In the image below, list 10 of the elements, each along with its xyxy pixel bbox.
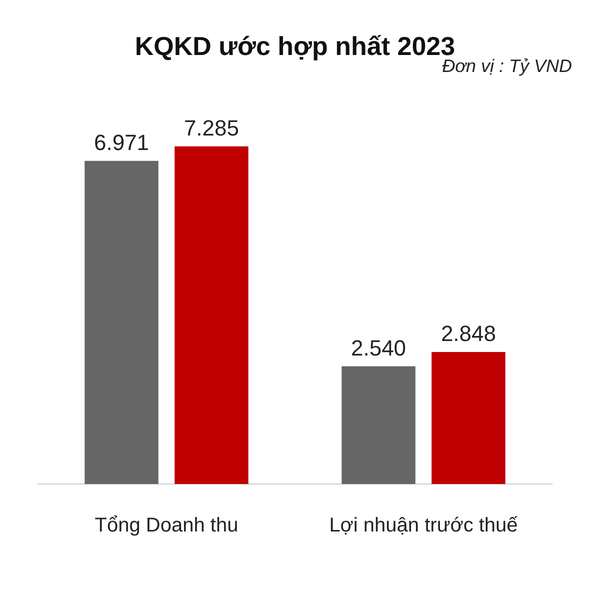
data-label: 2.540 [350, 335, 406, 360]
x-tick-label: Lợi nhuận trước thuế [329, 514, 518, 537]
bar [432, 352, 506, 484]
data-label: 7.285 [184, 115, 240, 140]
x-tick-label: Tổng Doanh thu [94, 514, 238, 537]
bar [84, 160, 158, 484]
bar [174, 146, 248, 484]
bar [342, 366, 416, 484]
data-label: 6.971 [94, 130, 150, 155]
data-label: 2.848 [440, 321, 496, 346]
